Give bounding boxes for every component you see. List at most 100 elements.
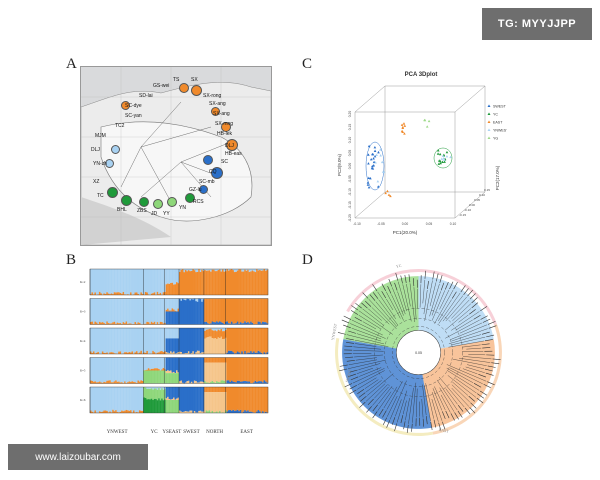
structure-bar-segment [257, 270, 260, 295]
structure-bar-segment [205, 410, 208, 413]
structure-bar-segment [254, 387, 257, 413]
structure-bar-segment [193, 411, 196, 413]
structure-bar-segment [205, 357, 208, 363]
structure-bar-segment [251, 322, 254, 325]
tree-leaf-label [484, 339, 493, 342]
structure-bar-segment [91, 292, 94, 295]
structure-bar-segment [227, 357, 230, 381]
map-pie [191, 85, 202, 96]
pca-point [367, 185, 371, 189]
structure-bar-segment [107, 380, 110, 384]
tree-leaf-label [480, 306, 488, 312]
structure-bar-segment [119, 269, 122, 293]
structure-bar-segment [137, 380, 140, 384]
tree-leaf-label [433, 419, 437, 428]
structure-bar-segment [152, 387, 154, 390]
map-label: RCS [193, 199, 204, 205]
tree-leaf-label [480, 315, 488, 320]
tree-leaf-label [473, 315, 481, 320]
structure-bar-segment [153, 269, 156, 293]
tree-branch [442, 295, 464, 322]
structure-bar-segment [210, 357, 212, 363]
structure-bar-segment [162, 389, 165, 401]
structure-bar-segment [235, 382, 237, 384]
structure-bar-segment [235, 410, 237, 413]
structure-bar-segment [171, 372, 174, 374]
structure-bar-segment [210, 328, 212, 329]
structure-bar-segment [265, 387, 267, 412]
structure-bar-segment [165, 284, 168, 295]
pca-point [386, 189, 389, 193]
structure-bar-segment [168, 269, 171, 284]
pca-x-tick: 0.00 [402, 222, 409, 226]
structure-bar-segment [220, 329, 223, 337]
structure-bar-segment [222, 338, 224, 354]
structure-bar-segment [181, 328, 184, 354]
structure-bar-segment [207, 270, 209, 295]
structure-bar-segment [131, 357, 134, 382]
structure-bar-segment [177, 400, 180, 413]
tree-branch [467, 364, 485, 369]
structure-bar-segment [242, 411, 245, 413]
pca-point [367, 144, 371, 148]
structure-bar-segment [217, 329, 220, 338]
tree-leaf-label [427, 280, 429, 290]
structure-bar-segment [205, 337, 208, 354]
structure-bar-segment [265, 298, 267, 323]
structure-bar-segment [171, 308, 174, 312]
structure-bar-segment [143, 387, 146, 398]
tree-branch [439, 387, 455, 412]
structure-bar-segment [150, 321, 153, 325]
structure-bar-segment [176, 269, 178, 283]
structure-bar-segment [189, 410, 192, 413]
structure-bar-segment [162, 298, 165, 324]
map-pie [221, 122, 231, 132]
tree-branch [440, 394, 451, 413]
tree-leaf-label [346, 360, 355, 362]
structure-row-frame [89, 268, 269, 296]
structure-bar-segment [101, 322, 104, 325]
structure-bar-segment [196, 301, 199, 325]
structure-bar-segment [106, 328, 108, 353]
structure-bar-segment [147, 298, 150, 323]
structure-bar-segment [201, 357, 203, 382]
tree-branch [413, 287, 417, 320]
structure-bar-segment [106, 321, 108, 325]
structure-bar-segment [150, 388, 153, 399]
structure-bar-segment [170, 310, 172, 312]
structure-bar-segment [233, 357, 236, 383]
structure-bar-segment [220, 271, 223, 295]
pca-y-tick: 0.00 [348, 163, 352, 170]
structure-bar-segment [233, 387, 236, 411]
structure-bar-segment [177, 308, 180, 312]
structure-bar-segment [170, 357, 172, 371]
structure-row-frame [89, 357, 269, 384]
structure-bar-segment [222, 380, 224, 384]
structure-bar-segment [265, 353, 267, 354]
structure-bar-segment [167, 328, 169, 339]
structure-bar-segment [226, 352, 229, 354]
structure-bar-segment [242, 381, 245, 384]
structure-bar-segment [112, 294, 114, 295]
tree-leaf-label [486, 334, 495, 338]
structure-bar-segment [266, 382, 269, 384]
structure-bar-segment [199, 357, 202, 382]
structure-bar-segment [168, 373, 171, 384]
structure-bar-segment [207, 329, 209, 338]
structure-bar-segment [199, 381, 202, 384]
structure-bar-segment [135, 269, 138, 293]
map-label: XZ [93, 179, 100, 185]
structure-bar-segment [134, 292, 137, 295]
tree-branch [357, 370, 385, 385]
structure-bar-segment [170, 373, 172, 384]
structure-bar-segment [121, 410, 123, 413]
structure-bar-segment [159, 357, 162, 371]
tree-leaf-label [453, 281, 458, 290]
tree-branch [446, 370, 480, 391]
structure-bar-segment [216, 321, 218, 325]
tree-sector [418, 276, 494, 349]
structure-bar-segment [259, 270, 261, 295]
structure-bar-segment [149, 269, 151, 295]
structure-bar-segment [186, 271, 189, 295]
structure-bar-segment [223, 331, 226, 339]
